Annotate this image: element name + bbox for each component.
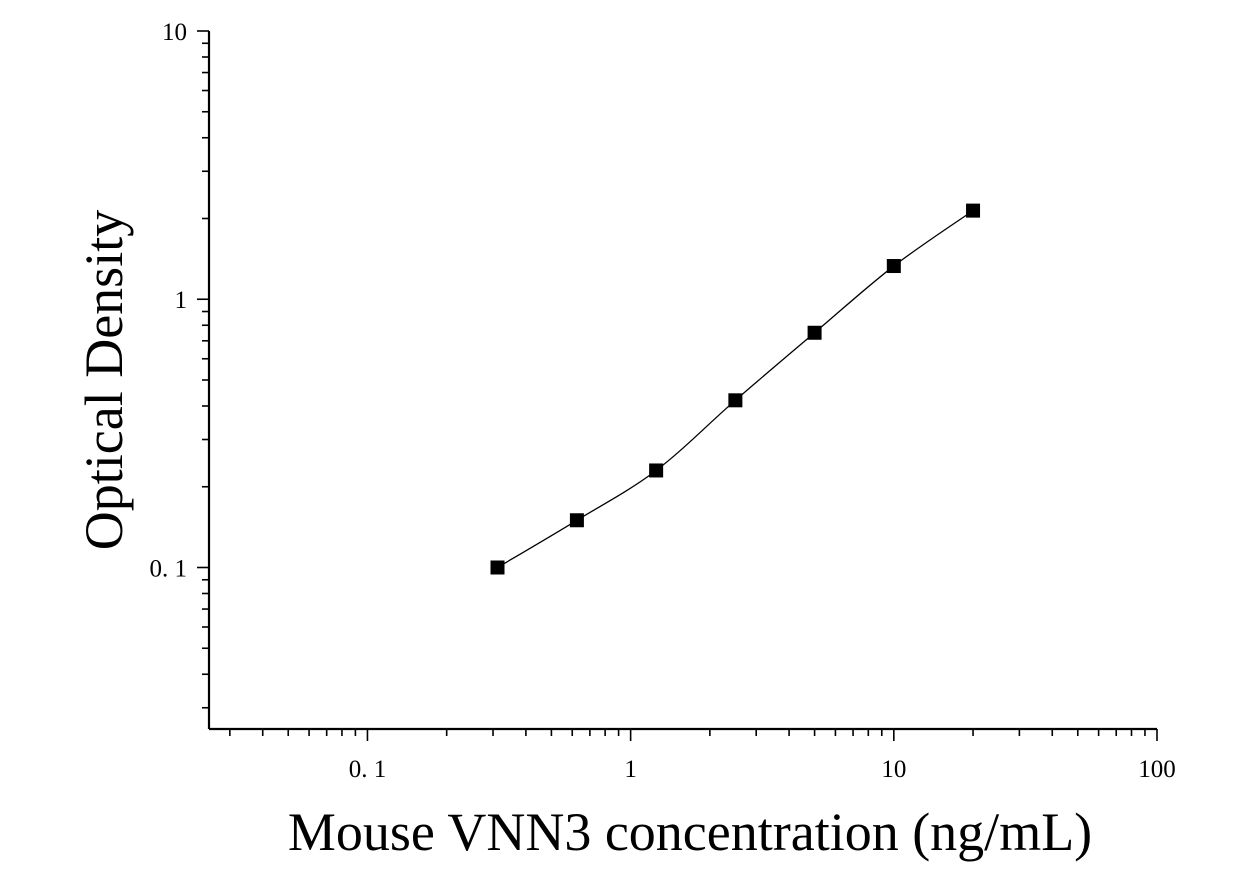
data-point xyxy=(490,560,505,575)
data-point xyxy=(966,203,981,218)
x-tick-label: 0. 1 xyxy=(349,756,387,783)
data-point xyxy=(569,513,584,528)
data-point xyxy=(886,259,901,274)
fit-curve xyxy=(497,210,974,569)
axes xyxy=(207,31,1157,731)
data-point xyxy=(807,325,822,340)
data-point xyxy=(728,393,743,408)
y-axis-title: Optical Density xyxy=(74,210,134,550)
y-tick-label: 0. 1 xyxy=(150,555,188,582)
x-tick-label: 10 xyxy=(881,756,906,783)
x-tick-label: 1 xyxy=(624,756,637,783)
x-tick-label: 100 xyxy=(1138,756,1176,783)
x-axis-title: Mouse VNN3 concentration (ng/mL) xyxy=(288,802,1092,862)
tick-labels: 0. 1 1 10 100 0. 1 1 10 xyxy=(150,19,1176,783)
data-point xyxy=(649,463,664,478)
y-tick-label: 10 xyxy=(162,19,187,46)
ticks xyxy=(197,30,1158,741)
y-tick-label: 1 xyxy=(175,287,188,314)
data-points xyxy=(490,203,981,575)
